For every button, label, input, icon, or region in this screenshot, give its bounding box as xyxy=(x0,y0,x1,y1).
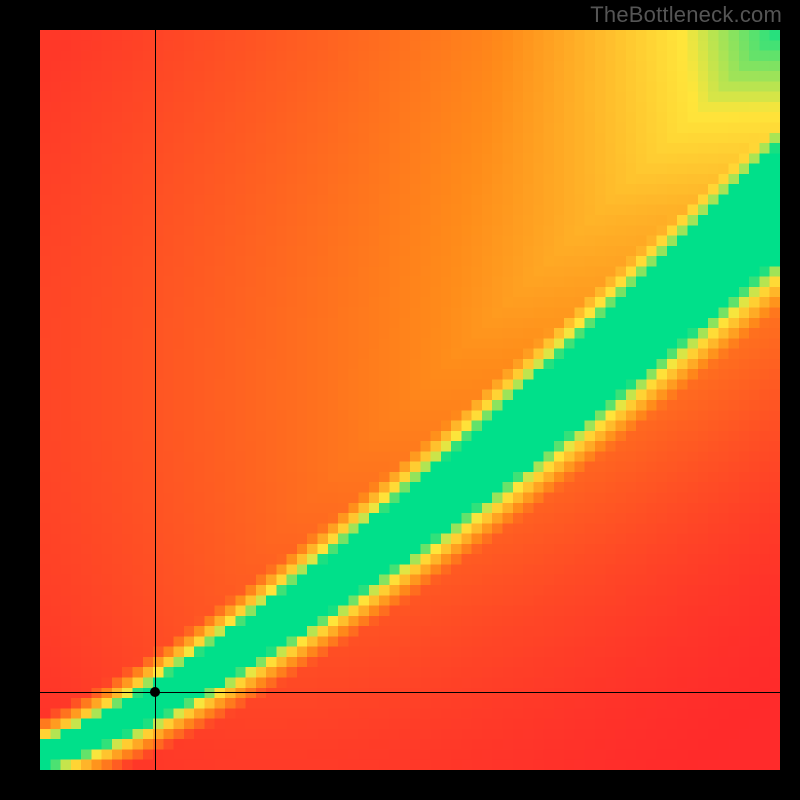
crosshair-marker xyxy=(150,687,160,697)
watermark-text: TheBottleneck.com xyxy=(590,2,782,28)
plot-area xyxy=(40,30,780,770)
heatmap-canvas xyxy=(40,30,780,770)
crosshair-vertical xyxy=(155,30,156,770)
